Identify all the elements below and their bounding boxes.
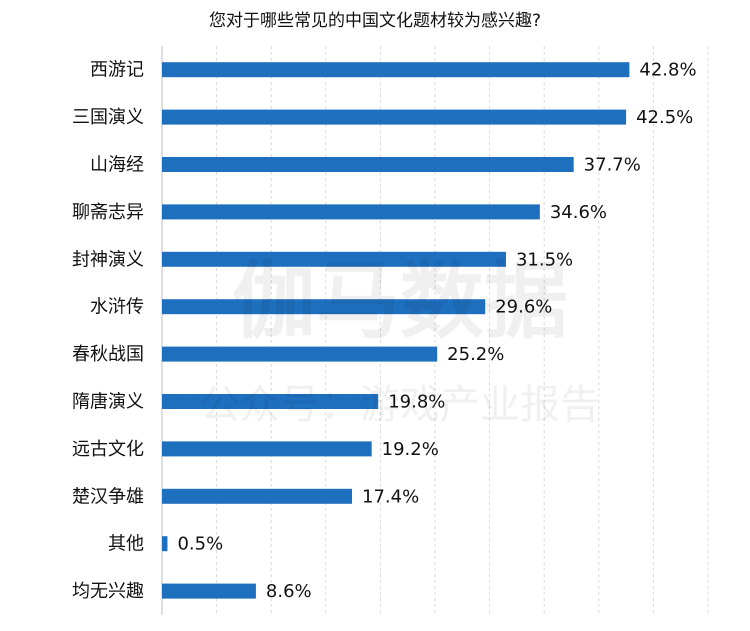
category-label: 水浒传: [90, 297, 144, 318]
bar: [162, 109, 627, 125]
category-label: 山海经: [90, 155, 144, 176]
category-label: 西游记: [90, 60, 144, 81]
chart-title: 您对于哪些常见的中国文化题材较为感兴趣?: [208, 11, 542, 31]
value-label: 19.2%: [382, 439, 439, 460]
value-label: 34.6%: [550, 202, 607, 223]
value-label: 17.4%: [362, 486, 419, 507]
category-label: 三国演义: [72, 107, 144, 128]
category-label: 聊斋志异: [72, 202, 144, 223]
category-label: 楚汉争雄: [72, 486, 144, 507]
bar: [162, 488, 353, 504]
bars: 西游记 42.8% 三国演义 42.5% 山海经 37.7% 聊斋志异 34.6% 封神演义 31…: [72, 60, 697, 602]
bar: [162, 536, 168, 552]
bar: [162, 583, 256, 599]
bar: [162, 62, 630, 78]
bar: [162, 441, 372, 457]
category-label: 其他: [108, 534, 144, 555]
bar: [162, 204, 540, 220]
category-label: 隋唐演义: [72, 392, 144, 413]
bar: [162, 299, 486, 315]
watermark-logo-text: 伽马数据: [232, 252, 568, 350]
value-label: 37.7%: [584, 155, 641, 176]
value-label: 29.6%: [495, 297, 552, 318]
category-label: 春秋战国: [72, 344, 144, 365]
value-label: 8.6%: [266, 581, 312, 602]
bar: [162, 157, 574, 172]
value-label: 42.8%: [639, 60, 696, 81]
value-label: 31.5%: [516, 249, 573, 270]
value-label: 42.5%: [636, 107, 693, 128]
category-label: 封神演义: [72, 249, 144, 270]
value-label: 19.8%: [388, 392, 445, 413]
bar: [162, 346, 438, 362]
grid-lines: [161, 46, 709, 615]
watermark-subtext: 公众号：游戏产业报告: [200, 382, 600, 428]
category-label: 均无兴趣: [72, 581, 144, 602]
value-label: 0.5%: [177, 534, 223, 555]
bar: [162, 394, 379, 409]
value-label: 25.2%: [447, 344, 504, 365]
category-label: 远古文化: [72, 439, 144, 460]
bar: [162, 251, 506, 267]
